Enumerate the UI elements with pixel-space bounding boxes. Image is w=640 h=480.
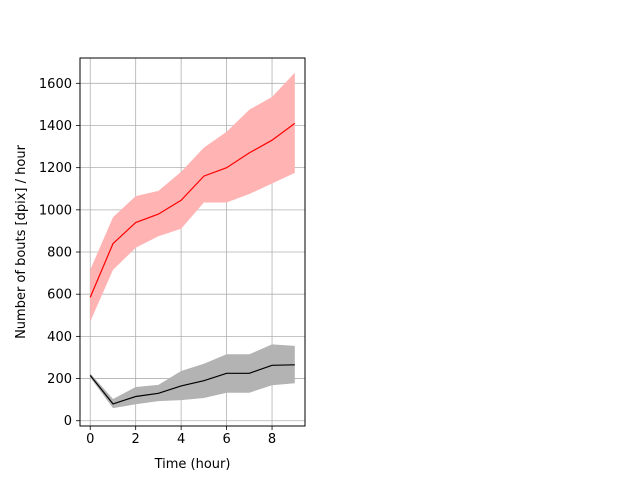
y-tick-label: 1000 bbox=[39, 203, 72, 218]
x-tick-label: 4 bbox=[177, 432, 185, 447]
confidence-bands bbox=[90, 72, 295, 409]
x-tick-label: 8 bbox=[268, 432, 276, 447]
x-tick-label: 6 bbox=[222, 432, 230, 447]
series-2-band bbox=[90, 344, 295, 409]
series-2-line bbox=[89, 364, 295, 405]
series-lines bbox=[89, 122, 296, 405]
x-tick-label: 2 bbox=[132, 432, 140, 447]
y-tick-label: 200 bbox=[47, 372, 72, 387]
y-tick-label: 1600 bbox=[39, 77, 72, 92]
y-tick-label: 800 bbox=[47, 246, 72, 261]
axes-frame bbox=[79, 57, 306, 427]
x-tick-label: 0 bbox=[86, 432, 94, 447]
axis-ticks: 0 2 4 6 8 0 200 400 600 800 1000 1200 1400 1600 bbox=[39, 77, 276, 447]
y-tick-label: 1200 bbox=[39, 161, 72, 176]
y-tick-label: 1400 bbox=[39, 119, 72, 134]
x-axis-label: Time (hour) bbox=[154, 457, 231, 472]
y-tick-label: 600 bbox=[47, 288, 72, 303]
y-axis-label: Number of bouts [dpix] / hour bbox=[14, 144, 29, 338]
series-1-line bbox=[89, 122, 296, 298]
y-tick-label: 400 bbox=[47, 330, 72, 345]
y-tick-label: 0 bbox=[64, 414, 72, 429]
series-1-band bbox=[90, 72, 295, 322]
